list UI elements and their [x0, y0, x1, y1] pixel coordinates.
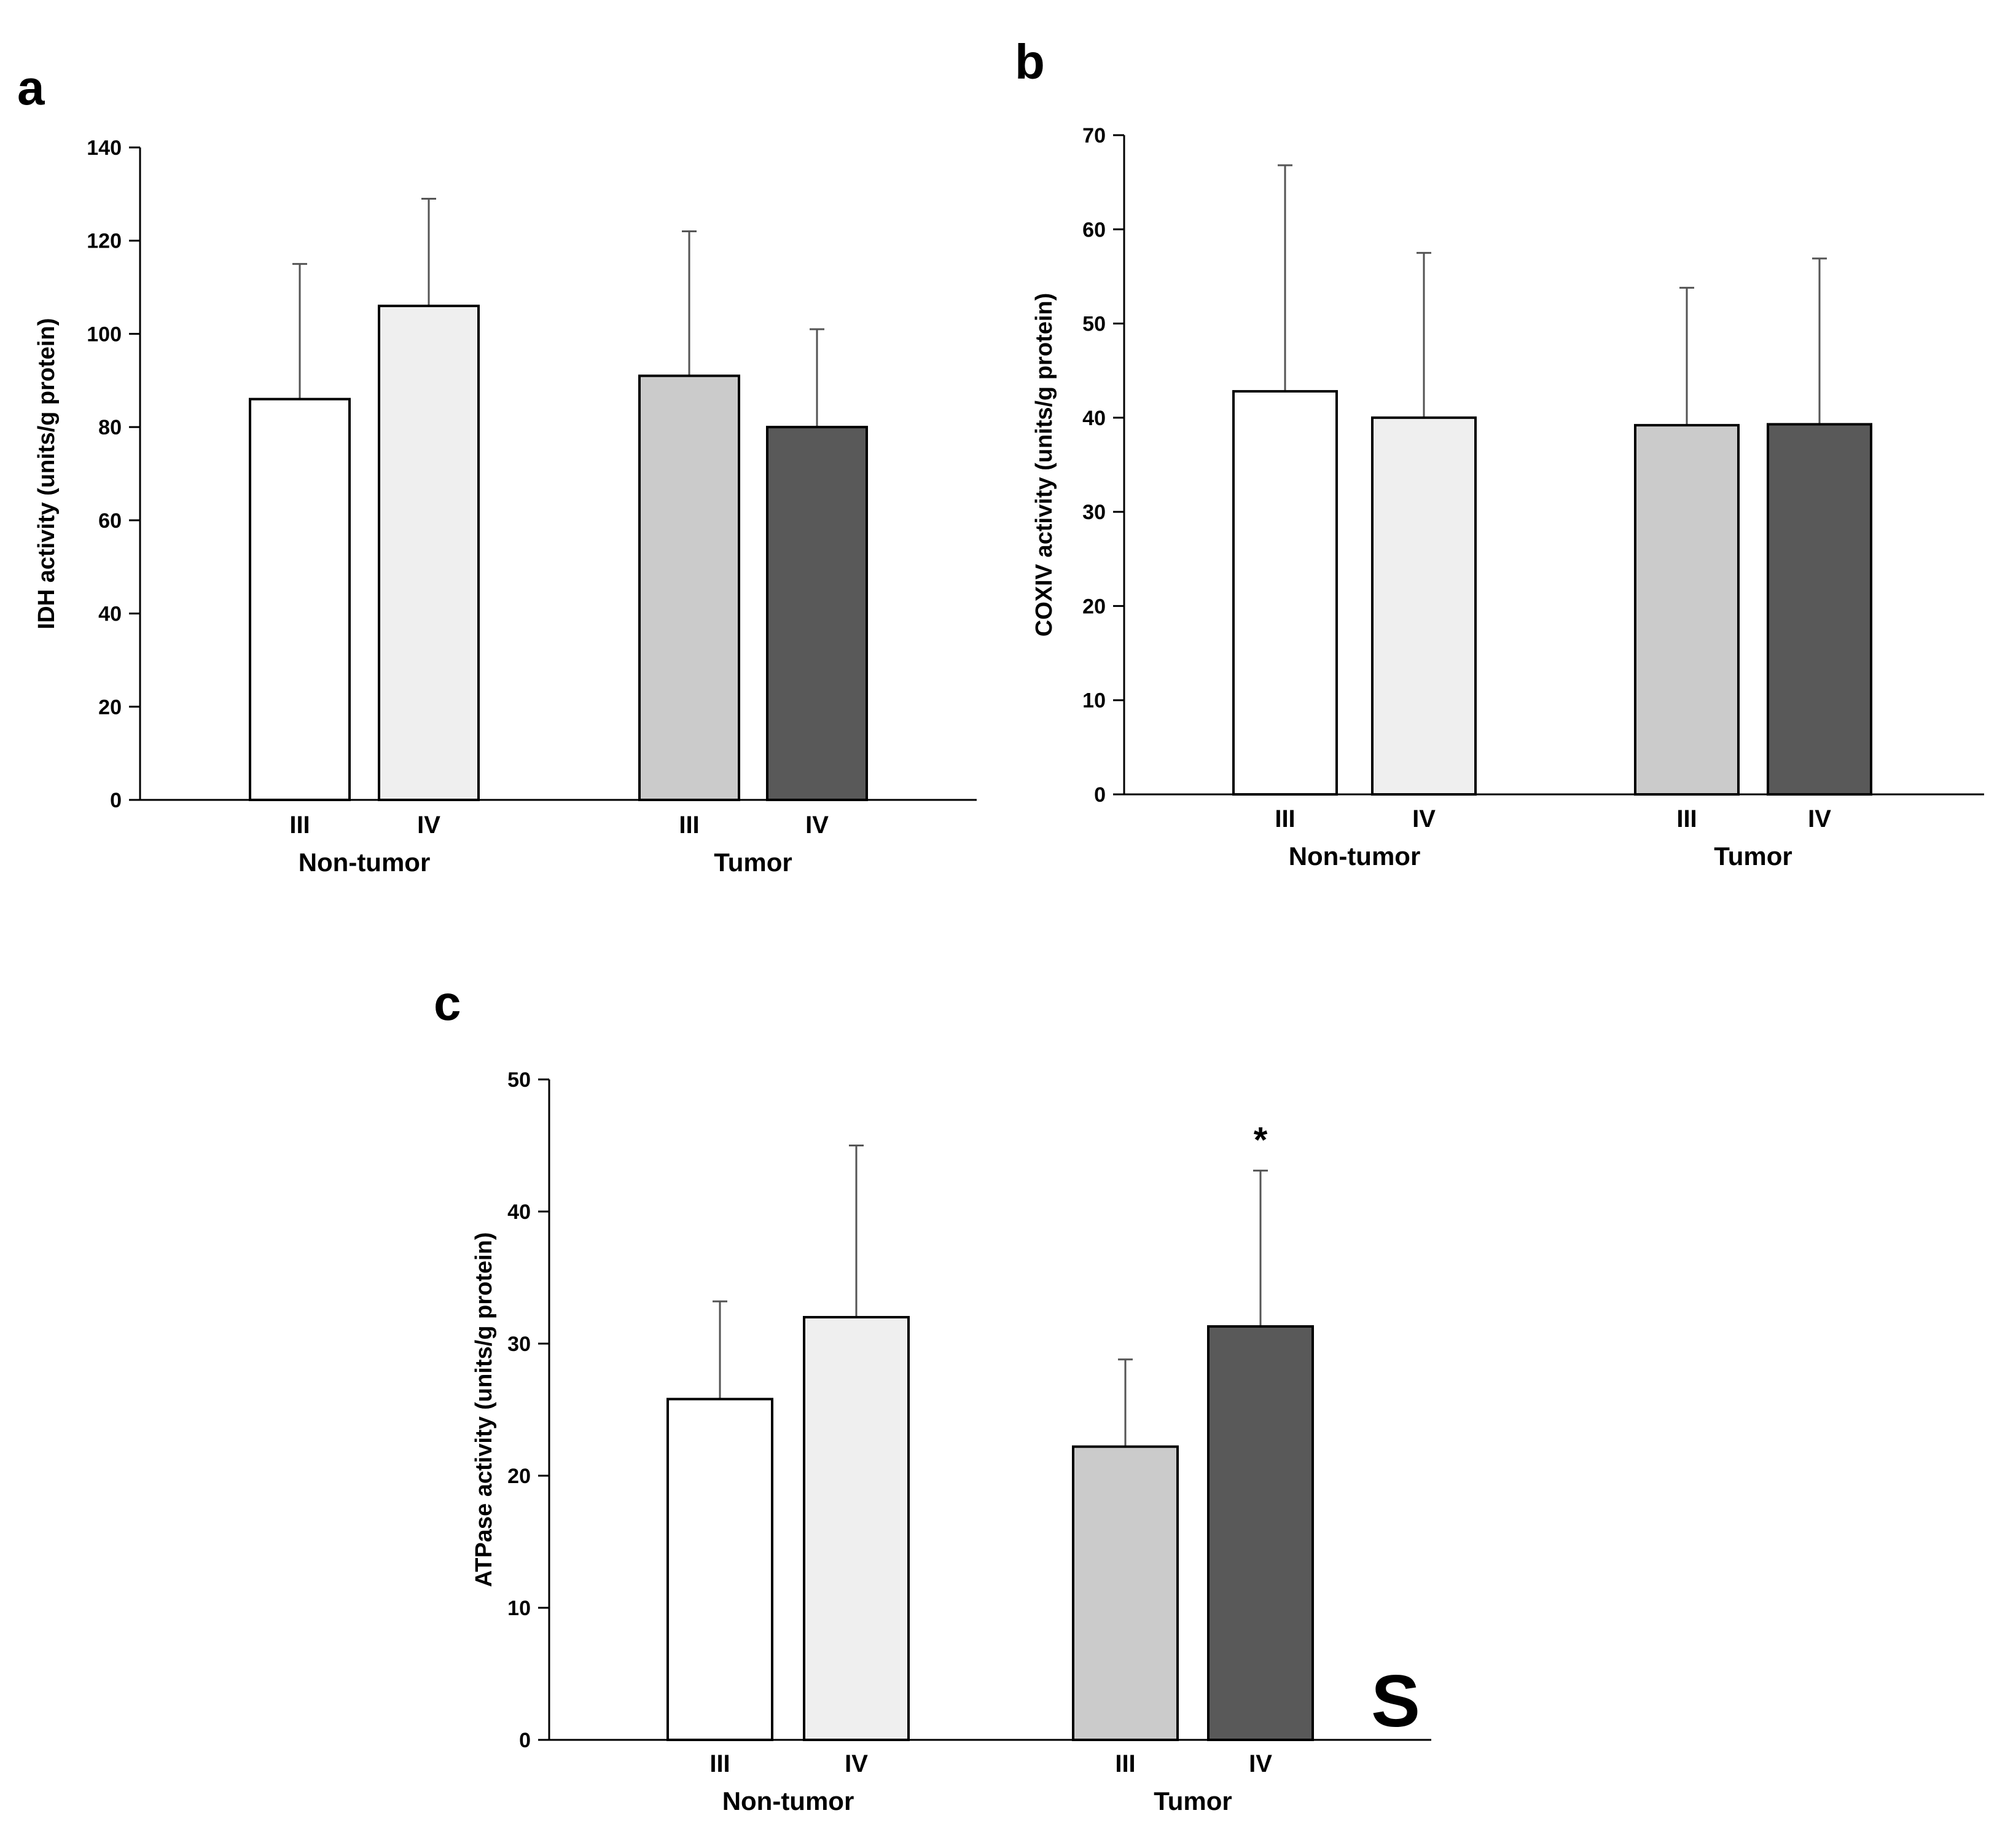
y-tick-label: 140	[87, 136, 122, 160]
y-tick-label: 20	[98, 695, 122, 719]
significance-marker: *	[1254, 1120, 1268, 1160]
y-tick-label: 80	[98, 416, 122, 439]
y-axis-title: COXIV activity (units/g protein)	[1031, 293, 1057, 637]
category-label: IV	[805, 812, 829, 839]
category-label: III	[1676, 805, 1697, 832]
corner-letter: S	[1371, 1660, 1420, 1742]
y-tick-label: 40	[507, 1200, 531, 1224]
y-tick-label: 20	[1082, 595, 1106, 618]
category-label: III	[289, 812, 310, 839]
y-tick-label: 40	[98, 603, 122, 626]
y-tick-label: 10	[507, 1597, 531, 1620]
y-tick-label: 60	[1082, 218, 1106, 241]
group-label: Tumor	[714, 848, 792, 877]
bar-non-tumor-iv	[803, 1316, 910, 1741]
bar-non-tumor-iv	[378, 304, 480, 801]
group-label: Non-tumor	[722, 1787, 854, 1815]
bar-tumor-iv	[1767, 423, 1872, 796]
y-tick-label: 20	[507, 1465, 531, 1488]
category-label: IV	[845, 1750, 868, 1777]
panel-a-chart: a IDH activity (units/g protein) 0 20 40 60 80…	[17, 60, 977, 877]
y-tick-label: 70	[1082, 124, 1106, 147]
category-label: IV	[1808, 805, 1831, 832]
category-label: III	[679, 812, 699, 839]
category-label: IV	[417, 812, 440, 839]
panel-letter: a	[17, 60, 45, 115]
y-axis-title: ATPase activity (units/g protein)	[471, 1232, 497, 1588]
bar-non-tumor-iii	[666, 1398, 773, 1742]
category-label: III	[1115, 1750, 1135, 1777]
y-tick-label: 30	[507, 1333, 531, 1356]
y-tick-label: 120	[87, 230, 122, 253]
category-label: IV	[1249, 1750, 1272, 1777]
panel-c-chart: c ATPase activity (units/g protein) 0 10 20 3…	[434, 976, 1431, 1815]
bar-non-tumor-iv	[1371, 416, 1477, 796]
panel-letter: b	[1015, 34, 1045, 89]
category-label: III	[709, 1750, 730, 1777]
bar-tumor-iv	[766, 426, 868, 801]
bar-non-tumor-iii	[1232, 390, 1338, 796]
panel-b-chart: b COXIV activity (units/g protein) 0 10 20 30…	[1015, 34, 1984, 871]
bar-tumor-iv	[1207, 1325, 1314, 1742]
y-tick-label: 100	[87, 323, 122, 346]
y-tick-label: 0	[1094, 783, 1106, 807]
y-tick-label: 50	[507, 1068, 531, 1092]
panel-letter: c	[434, 976, 461, 1030]
y-tick-label: 30	[1082, 501, 1106, 524]
group-label: Non-tumor	[1289, 842, 1421, 871]
y-tick-label: 0	[519, 1729, 531, 1752]
category-label: IV	[1412, 805, 1436, 832]
y-tick-label: 60	[98, 509, 122, 533]
y-tick-label: 0	[110, 789, 122, 812]
bar-tumor-iii	[638, 374, 740, 801]
bar-non-tumor-iii	[249, 397, 351, 801]
y-tick-label: 40	[1082, 407, 1106, 430]
y-tick-label: 50	[1082, 313, 1106, 336]
group-label: Tumor	[1714, 842, 1792, 871]
category-label: III	[1275, 805, 1295, 832]
group-label: Tumor	[1154, 1787, 1232, 1815]
bar-tumor-iii	[1634, 424, 1740, 796]
group-label: Non-tumor	[299, 848, 431, 877]
y-tick-label: 10	[1082, 689, 1106, 713]
y-axis-title: IDH activity (units/g protein)	[34, 318, 60, 630]
bar-tumor-iii	[1072, 1445, 1179, 1741]
